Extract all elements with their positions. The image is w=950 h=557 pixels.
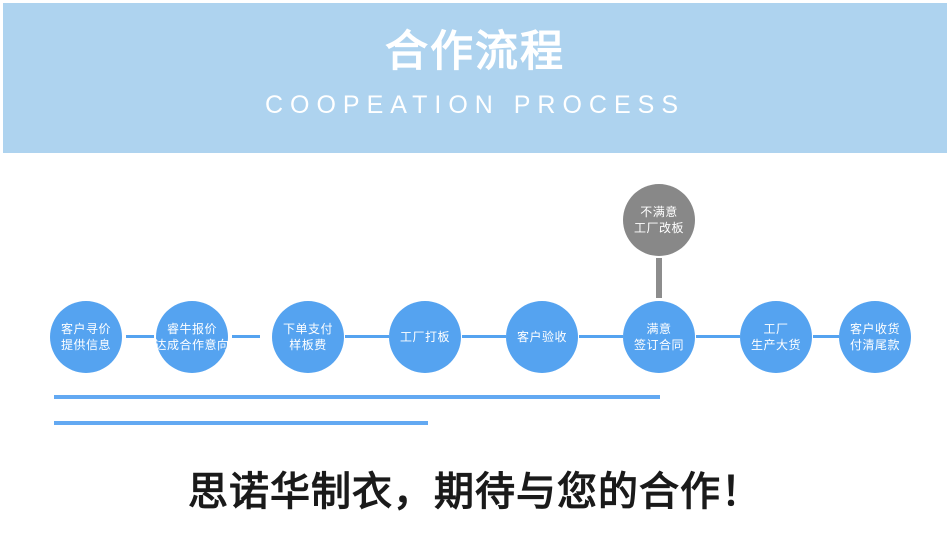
page-title: 合作流程 [385,27,565,77]
flow-node-step-5-line1: 客户验收 [516,330,567,344]
flow-node-step-2-line1: 睿牛报价 [166,322,217,336]
page-subtitle: COOPEATION PROCESS [264,91,686,119]
flow-node-step-2[interactable]: 睿牛报价 达成合作意向 [154,301,230,373]
flow-node-step-8[interactable]: 客户收货 付清尾款 [839,301,911,373]
connector-step-7-8 [813,335,839,338]
connector-step-2-3 [232,335,260,338]
flow-node-branch-line2: 工厂改板 [633,221,684,235]
flow-node-step-5[interactable]: 客户验收 [506,301,578,373]
flow-node-step-3-line2: 样板费 [289,338,327,352]
flow-node-step-1-line1: 客户寻价 [60,322,111,336]
flow-node-step-1[interactable]: 客户寻价 提供信息 [50,301,122,373]
connector-step-5-6 [579,335,623,338]
flow-node-step-6-line1: 满意 [646,322,672,336]
flow-node-step-7-line2: 生产大货 [750,338,801,352]
flow-node-step-3[interactable]: 下单支付 样板费 [272,301,344,373]
flow-node-step-4-line1: 工厂打板 [399,330,450,344]
flow-node-step-7[interactable]: 工厂 生产大货 [740,301,812,373]
header-band: 合作流程 COOPEATION PROCESS [3,3,947,153]
flow-node-step-8-line1: 客户收货 [849,322,900,336]
flow-node-step-3-line1: 下单支付 [282,322,333,336]
flow-node-step-1-line2: 提供信息 [60,338,111,352]
flow-node-step-7-line1: 工厂 [763,322,789,336]
decorative-rule-top [54,395,660,399]
flow-node-step-6[interactable]: 满意 签订合同 [623,301,695,373]
connector-step-4-5 [462,335,506,338]
flow-node-step-4[interactable]: 工厂打板 [389,301,461,373]
connector-step-1-2 [126,335,154,338]
flow-node-step-8-line2: 付清尾款 [849,338,900,352]
slogan-text: 思诺华制衣，期待与您的合作！ [188,468,762,515]
decorative-rule-bottom [54,421,428,425]
process-flow-diagram: 不满意 工厂改板 客户寻价 提供信息 睿牛报价 达成合作意向 下单支付 样板费 … [0,153,950,557]
flow-node-step-2-line2: 达成合作意向 [154,338,230,352]
connector-vertical-branch [656,258,662,298]
flow-node-step-6-line2: 签订合同 [633,338,684,352]
flow-node-branch-line1: 不满意 [640,205,678,219]
connector-step-6-7 [696,335,740,338]
connector-step-3-4 [345,335,389,338]
flow-node-branch-rework[interactable]: 不满意 工厂改板 [623,184,695,256]
